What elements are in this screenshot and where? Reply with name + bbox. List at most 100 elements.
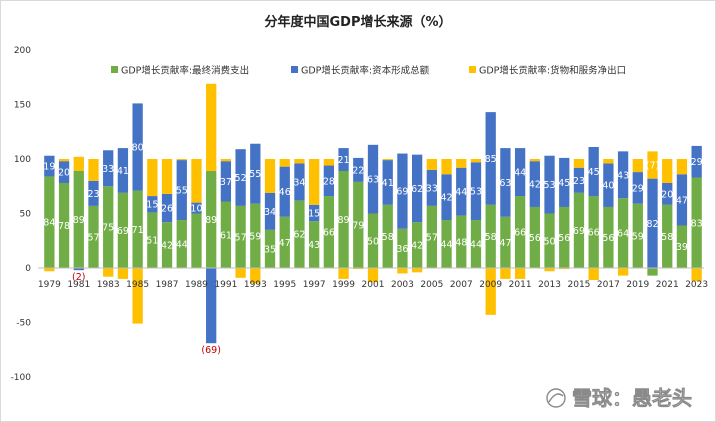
y-tick-label: -50 bbox=[16, 319, 31, 329]
bar-segment-consumption bbox=[309, 221, 320, 268]
data-label-consumption: 56 bbox=[529, 233, 541, 244]
data-label-capital: 45 bbox=[588, 167, 600, 178]
x-tick-label: 2015 bbox=[568, 280, 591, 290]
bar-segment-consumption bbox=[132, 190, 143, 268]
bar-segment-net-exports bbox=[529, 159, 540, 162]
bar-segment-net-exports bbox=[485, 268, 496, 315]
x-tick-label: 2007 bbox=[450, 280, 473, 290]
x-tick-label: 2013 bbox=[538, 280, 561, 290]
data-label-capital: 42 bbox=[529, 180, 541, 191]
bar-segment-capital bbox=[647, 178, 658, 268]
bar-segment-net-exports bbox=[514, 268, 526, 279]
bar-segment-consumption bbox=[500, 216, 511, 268]
bar-segment-consumption bbox=[176, 220, 187, 268]
bar-segment-net-exports bbox=[323, 159, 335, 166]
bar-segment-consumption bbox=[544, 213, 555, 268]
x-tick-label: 2023 bbox=[685, 280, 708, 290]
bar-segment-capital bbox=[603, 163, 614, 207]
legend-swatch bbox=[469, 66, 476, 73]
data-label-consumption: 61 bbox=[220, 230, 232, 241]
bar-segment-capital bbox=[382, 160, 393, 205]
bar-segment-net-exports bbox=[632, 159, 643, 173]
bar-segment-net-exports bbox=[456, 159, 467, 168]
bar-segment-capital bbox=[573, 167, 585, 193]
data-label-consumption: 75 bbox=[102, 223, 114, 234]
bar-segment-consumption bbox=[411, 222, 423, 268]
data-label-consumption: 69 bbox=[573, 226, 585, 237]
bar-segment-capital bbox=[44, 155, 55, 177]
bar-segment-capital bbox=[559, 157, 570, 207]
data-label-consumption: 43 bbox=[308, 240, 320, 251]
bar-segment-net-exports bbox=[294, 159, 305, 164]
data-label-consumption: 89 bbox=[73, 215, 85, 226]
data-label-consumption: 71 bbox=[132, 225, 144, 236]
data-label-capital: 34 bbox=[293, 177, 305, 188]
x-tick-label: 2011 bbox=[509, 280, 532, 290]
data-label-consumption: 39 bbox=[676, 242, 688, 253]
bar-segment-capital bbox=[294, 163, 305, 201]
data-label-consumption: 56 bbox=[602, 233, 614, 244]
data-label-consumption: 47 bbox=[279, 238, 291, 249]
bar-segment-capital bbox=[132, 103, 143, 191]
bar-segment-consumption bbox=[485, 204, 496, 268]
bar-segment-net-exports bbox=[235, 268, 246, 278]
data-label-capital: 28 bbox=[323, 176, 335, 187]
data-label-capital: 29 bbox=[632, 183, 644, 194]
data-label-consumption: 48 bbox=[455, 237, 467, 248]
bar-segment-capital bbox=[456, 167, 467, 216]
bar-segment-consumption bbox=[73, 170, 84, 268]
data-label-consumption: 84 bbox=[43, 218, 55, 229]
bar-segment-net-exports bbox=[676, 159, 688, 175]
data-label-consumption: 59 bbox=[249, 231, 261, 242]
bar-segment-capital bbox=[103, 150, 114, 187]
bar-segment-consumption bbox=[323, 196, 335, 268]
legend-item: GDP增长贡献率:资本形成总额 bbox=[291, 65, 430, 77]
bar-segment-capital bbox=[88, 180, 99, 206]
bar-segment-consumption bbox=[559, 206, 570, 268]
data-label-consumption: 58 bbox=[382, 232, 394, 243]
bar-segment-consumption bbox=[279, 216, 290, 268]
data-label-capital: 10 bbox=[190, 204, 202, 215]
x-tick-label: 1991 bbox=[214, 280, 237, 290]
data-label-capital: 26 bbox=[161, 204, 173, 215]
data-labels: 8419782089(2)572375336941718051154226445… bbox=[43, 143, 702, 357]
x-tick-label: 2021 bbox=[656, 280, 679, 290]
bar-segment-net-exports bbox=[103, 268, 114, 277]
data-label-capital: 53 bbox=[470, 187, 482, 198]
data-label-capital: 62 bbox=[411, 184, 423, 195]
data-label-capital: 47 bbox=[676, 195, 688, 206]
data-label-consumption: 57 bbox=[426, 232, 438, 243]
x-tick-label: 1989 bbox=[185, 280, 208, 290]
bar-segment-consumption bbox=[573, 192, 585, 268]
bar-segment-net-exports bbox=[147, 159, 158, 197]
data-label-capital: 42 bbox=[441, 193, 453, 204]
data-label-consumption: 56 bbox=[558, 233, 570, 244]
data-label-capital: 43 bbox=[617, 170, 629, 181]
bar-segment-net-exports bbox=[309, 159, 320, 205]
bar-segment-capital bbox=[176, 160, 187, 221]
data-label-capital: 41 bbox=[117, 166, 129, 177]
bar-segment-net-exports bbox=[691, 268, 702, 282]
bar-segment-net-exports bbox=[264, 159, 276, 193]
x-tick-label: 2003 bbox=[391, 280, 414, 290]
x-tick-label: 1997 bbox=[303, 280, 326, 290]
bar-segment-capital bbox=[367, 144, 379, 214]
data-label-consumption: 66 bbox=[588, 228, 600, 239]
bar-segment-consumption bbox=[676, 225, 688, 268]
data-label-capital: 23 bbox=[87, 189, 99, 200]
bar-segment-capital bbox=[426, 169, 437, 206]
bar-segment-net-exports bbox=[573, 159, 585, 168]
bar-segment-capital bbox=[338, 148, 349, 171]
bar-segment-net-exports bbox=[397, 268, 408, 274]
y-axis: 200 150 100 50 0 -50 -100 bbox=[11, 46, 32, 383]
y-tick-label: 150 bbox=[14, 101, 31, 111]
bar-segment-consumption bbox=[220, 201, 232, 268]
bar-segment-capital bbox=[470, 162, 482, 221]
bar-segment-capital bbox=[617, 151, 629, 199]
data-label-net-exports: (7) bbox=[646, 160, 659, 171]
data-label-capital: 52 bbox=[235, 173, 247, 184]
data-label-consumption: 89 bbox=[205, 215, 217, 226]
bar-segment-consumption bbox=[632, 203, 643, 268]
bar-segment-capital bbox=[353, 157, 364, 182]
